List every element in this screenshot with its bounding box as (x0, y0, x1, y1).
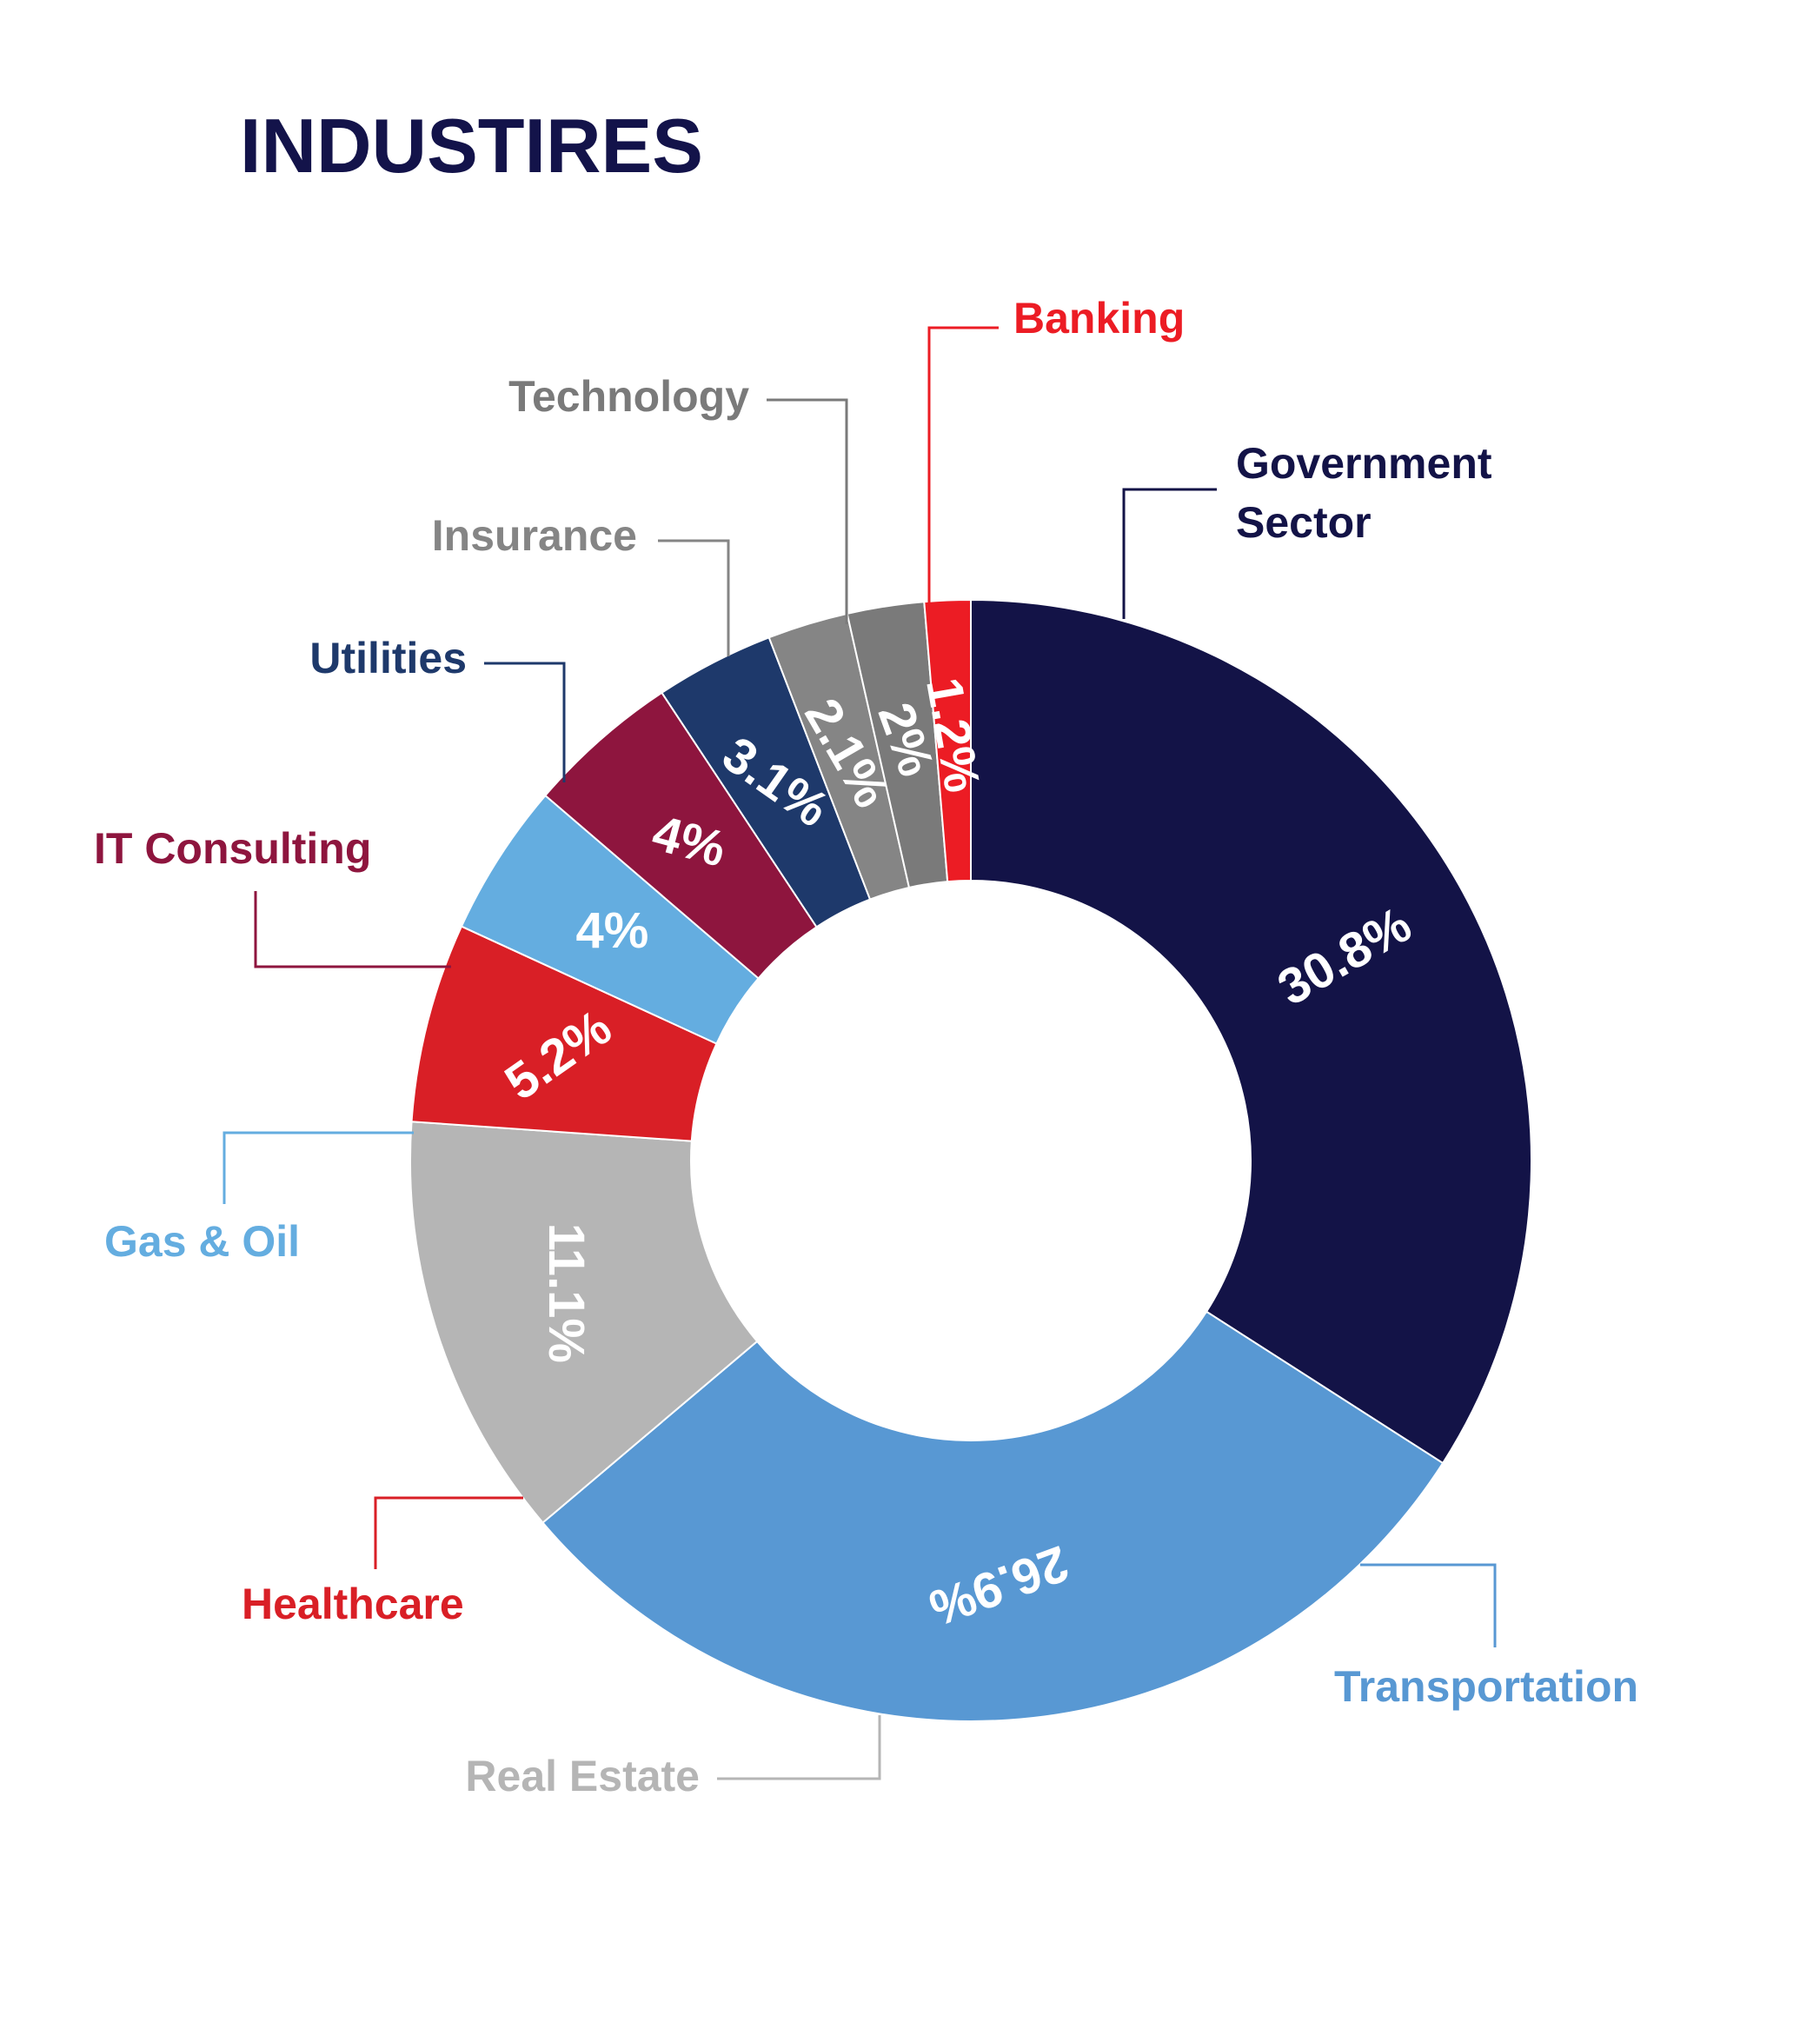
leader-line-insurance (658, 539, 730, 656)
category-label-transportation: Transportation (1334, 1662, 1638, 1711)
category-label-utilities: Utilities (309, 634, 467, 682)
leader-line-government-sector (1122, 488, 1217, 619)
category-label-gas-and-oil: Gas & Oil (104, 1217, 300, 1266)
category-label-government-sector: Government Sector (1236, 439, 1492, 547)
leader-line-it-consulting (254, 891, 451, 968)
category-label-healthcare: Healthcare (242, 1580, 464, 1628)
category-label-banking: Banking (1013, 294, 1185, 343)
leader-line-transportation (1360, 1563, 1497, 1647)
category-label-technology: Technology (508, 372, 749, 421)
chart-title: INDUSTIRES (240, 103, 703, 189)
slice-transportation (541, 1310, 1445, 1722)
slice-government-sector (970, 598, 1532, 1465)
leader-line-utilities (484, 662, 566, 782)
value-label-gas-and-oil: 4% (576, 902, 649, 959)
category-label-insurance: Insurance (432, 511, 637, 560)
leader-line-technology (767, 398, 848, 624)
slice-real-estate (409, 1121, 759, 1524)
leader-line-banking (927, 326, 999, 605)
leader-line-gas-and-oil (223, 1131, 414, 1204)
leader-line-healthcare (374, 1496, 523, 1569)
category-label-real-estate: Real Estate (465, 1752, 700, 1800)
donut-slices (409, 598, 1532, 1722)
leader-line-real-estate (717, 1715, 881, 1780)
category-label-it-consulting: IT Consulting (94, 824, 371, 873)
leader-lines (223, 326, 1497, 1780)
category-labels: Government Sector Transportation Real Estat… (94, 294, 1638, 1800)
value-label-real-estate: 11.1% (538, 1223, 594, 1363)
slice-banking (923, 598, 972, 883)
